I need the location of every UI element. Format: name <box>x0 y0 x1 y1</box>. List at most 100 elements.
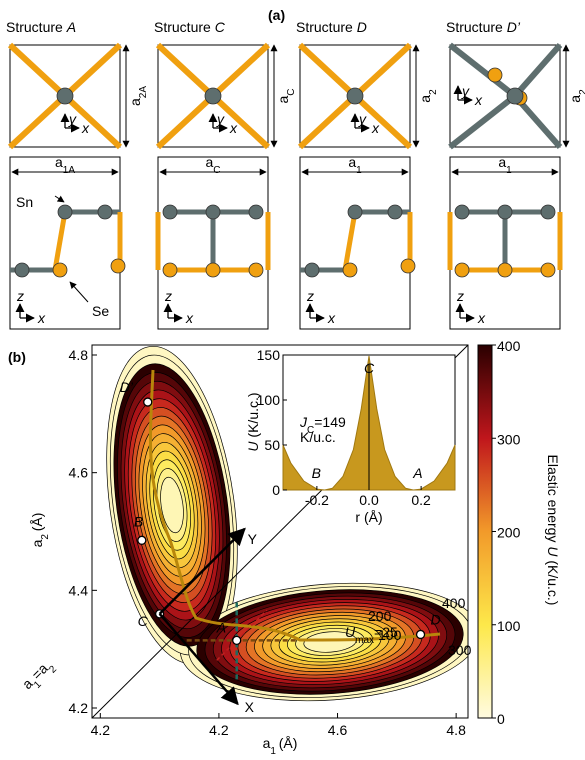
text-part: a <box>55 154 63 170</box>
peak-label: A <box>412 465 422 481</box>
text-part: 1A <box>63 165 76 176</box>
text-part: max <box>355 635 374 646</box>
atom <box>498 205 512 219</box>
peak-label: B <box>312 465 321 481</box>
bond <box>158 45 213 96</box>
text-part: C <box>215 19 226 35</box>
bond <box>10 45 65 96</box>
text-part: (Å) <box>279 735 298 751</box>
point <box>138 536 146 544</box>
atom <box>163 205 177 219</box>
colorbar <box>478 345 492 718</box>
text-part: 2 <box>47 663 59 675</box>
point-label: C <box>138 613 149 629</box>
text-part: Structure <box>6 19 67 35</box>
text-part: a <box>127 98 143 106</box>
text-part: (K/u.c.) <box>545 560 561 605</box>
point <box>233 636 241 644</box>
text-part: Structure <box>446 19 507 35</box>
direction-label: X <box>245 699 255 715</box>
text-part: (Å) <box>29 513 45 532</box>
inset-y-label: U (K/u.c.) <box>245 392 261 451</box>
x-tick-label: 4.2 <box>209 722 229 738</box>
x-tick-label: 4.2 <box>91 722 111 738</box>
axis-y: y <box>68 111 77 127</box>
inset-x-tick-label: 0.0 <box>359 492 379 508</box>
text-part: a <box>498 154 506 170</box>
atom <box>206 263 220 277</box>
bond <box>450 45 515 96</box>
inset-x-tick-label: -0.2 <box>305 492 329 508</box>
atom <box>343 263 357 277</box>
point-label: A <box>216 619 226 635</box>
bond <box>65 45 120 96</box>
axis-z: z <box>164 288 172 304</box>
atom <box>249 205 263 219</box>
bond <box>450 96 515 147</box>
axis-x: x <box>477 310 486 326</box>
atom <box>455 205 469 219</box>
text-part: D’ <box>507 19 521 35</box>
atom <box>98 205 112 219</box>
atom <box>205 88 221 104</box>
atom <box>206 205 220 219</box>
bond <box>355 45 410 96</box>
text-part: 2 <box>578 89 585 95</box>
atom <box>498 263 512 277</box>
inset-y-tick-label: 50 <box>264 437 280 453</box>
bond <box>300 45 355 96</box>
atom <box>57 88 73 104</box>
point <box>417 630 425 638</box>
atom <box>541 205 555 219</box>
dim-label: a2A <box>127 86 149 106</box>
colorbar-title: Elastic energy U (K/u.c.) <box>545 455 561 606</box>
pointer <box>55 196 64 202</box>
atom-label: Se <box>92 303 109 319</box>
barrier-unit: K/u.c. <box>300 429 336 445</box>
text-part: a <box>348 154 356 170</box>
atom <box>401 259 415 273</box>
text-part: 2A <box>138 86 149 99</box>
point-label: D’ <box>120 379 134 395</box>
text-part: 1 <box>270 746 278 756</box>
point-label: B <box>134 513 143 529</box>
structure-title: Structure A <box>6 19 76 35</box>
dim-label: a2 <box>567 89 585 103</box>
contour-label: 300 <box>448 642 472 658</box>
inset-y-tick-label: 0 <box>272 482 280 498</box>
y-tick-label: 4.2 <box>69 700 89 716</box>
direction-label: Y <box>248 531 258 547</box>
structure-title: Structure D <box>296 19 367 35</box>
bond <box>10 96 65 147</box>
text-part: =25 <box>374 624 398 640</box>
atom <box>249 263 263 277</box>
colorbar-tick-label: 0 <box>497 711 505 727</box>
inset-x-label: r (Å) <box>355 509 382 525</box>
panel-label: (a) <box>268 7 285 23</box>
x-axis-label: a1 (Å) <box>263 735 298 755</box>
text-part: Structure <box>296 19 357 35</box>
text-part: a <box>263 735 271 751</box>
text-part: U <box>545 546 561 560</box>
bond <box>213 45 268 96</box>
point-label: D <box>431 611 441 627</box>
text-part: 1 <box>356 165 362 176</box>
text-part: Structure <box>154 19 215 35</box>
colorbar-tick-label: 200 <box>497 525 521 541</box>
bond <box>158 96 213 147</box>
axis-y: y <box>216 111 225 127</box>
pointer <box>70 282 88 302</box>
atom <box>388 205 402 219</box>
axis-x: x <box>327 310 336 326</box>
text-part: 2 <box>40 531 51 539</box>
atom <box>507 88 523 104</box>
text-part: (K/u.c.) <box>245 392 261 437</box>
text-part: a <box>417 95 433 103</box>
axis-y: y <box>358 111 367 127</box>
axis-y: y <box>461 83 470 99</box>
point <box>144 398 152 406</box>
y-tick-label: 4.8 <box>69 347 89 363</box>
panel-label: (b) <box>8 349 26 365</box>
axis-x: x <box>81 120 90 136</box>
atom <box>163 263 177 277</box>
